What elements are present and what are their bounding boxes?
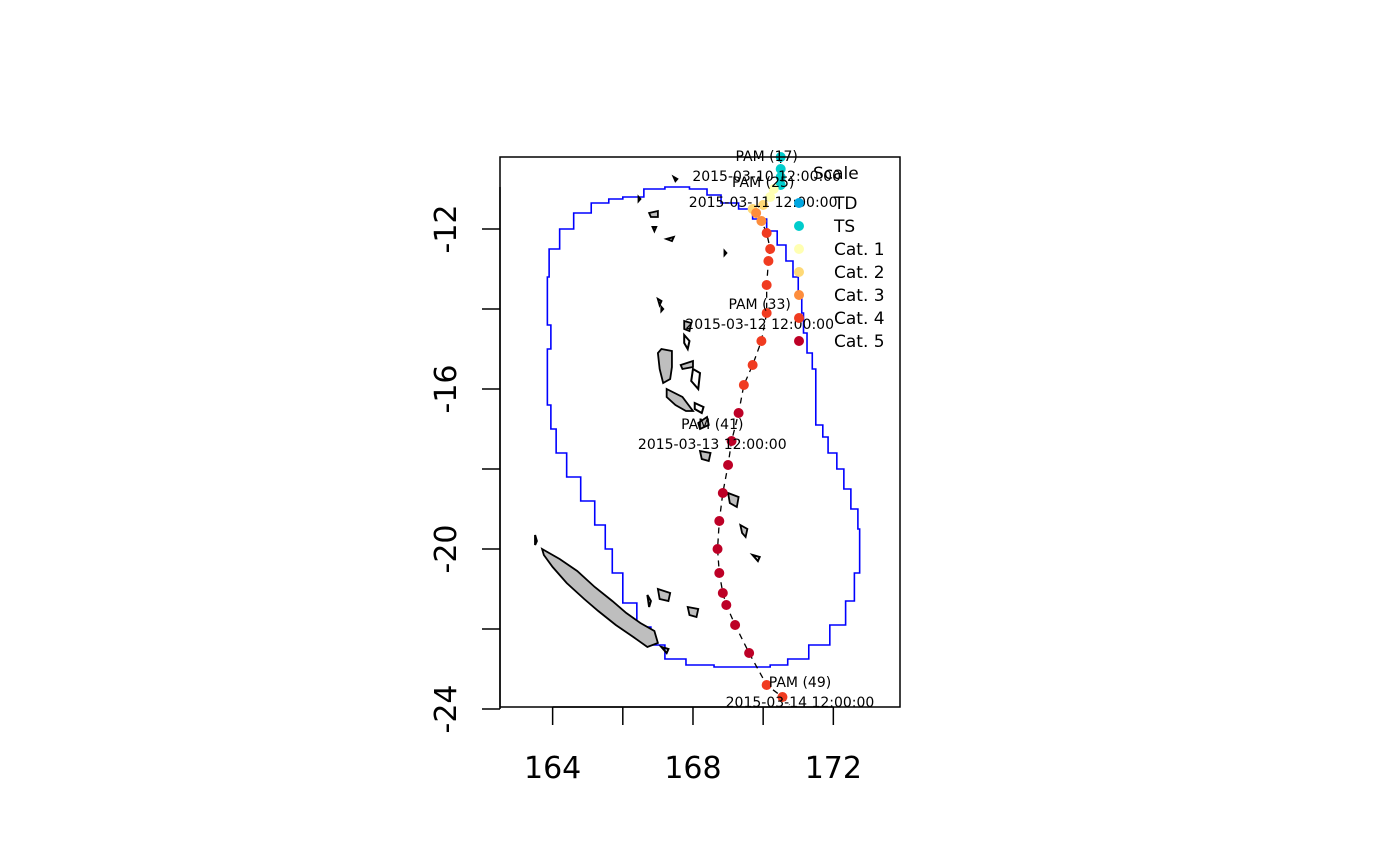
island-shape (665, 387, 695, 412)
island-shape (679, 359, 694, 371)
track-point (744, 648, 755, 658)
island-shape (693, 401, 705, 415)
island-shape (686, 605, 700, 619)
island-shape (698, 449, 712, 463)
x-tick-label: 172 (805, 751, 862, 786)
track-point (717, 488, 728, 498)
annotation-time: 2015-03-12 12:00:00 (685, 317, 834, 333)
island-shape (540, 547, 659, 649)
island-shape (749, 553, 762, 563)
island-shape (637, 194, 642, 204)
legend-title: Scale (813, 164, 859, 184)
track-point (733, 408, 744, 418)
island-shape (739, 523, 749, 539)
annotation-time: 2015-03-11 12:00:00 (689, 195, 838, 211)
track-point (761, 680, 772, 690)
track-point (726, 436, 737, 446)
y-tick-label: -24 (429, 685, 464, 734)
island-shape (656, 296, 663, 308)
track-point (777, 692, 788, 702)
track-point (738, 380, 749, 390)
island-shape (697, 415, 710, 431)
annotation-name: PAM (49) (769, 675, 831, 691)
x-axis: 164 168 172 (524, 706, 862, 786)
track-point (768, 184, 779, 194)
track-point (714, 568, 725, 578)
track-point (758, 200, 769, 210)
island-shape (658, 645, 670, 655)
island-shape (646, 594, 652, 608)
annotation-name: PAM (41) (681, 417, 743, 433)
legend-label: Cat. 1 (834, 240, 885, 260)
annotation-time: 2015-03-13 12:00:00 (638, 437, 787, 453)
annotation-name: PAM (33) (728, 297, 790, 313)
x-tick-label: 168 (664, 751, 721, 786)
legend-marker (794, 313, 804, 323)
track-point (765, 244, 776, 254)
annotation-time: 2015-03-14 12:00:00 (726, 695, 875, 711)
island-shape (683, 332, 691, 352)
legend-label: TD (833, 194, 857, 214)
track-point (714, 516, 725, 526)
legend-label: Cat. 4 (834, 309, 885, 329)
legend-marker (794, 267, 804, 277)
buffer-outline (546, 186, 861, 668)
legend-label: Cat. 5 (834, 332, 885, 352)
buffer-outline-layer (546, 186, 861, 668)
track-point (717, 588, 728, 598)
track-point (763, 256, 774, 266)
track-point (721, 600, 732, 610)
legend: Scale TD TS Cat. 1 Cat. 2 Cat. 3 Cat. 4 Cat. 5 (794, 164, 885, 352)
island-shape (656, 587, 672, 603)
track-point (761, 280, 772, 290)
x-tick-label: 164 (524, 751, 581, 786)
legend-label: TS (833, 217, 855, 237)
track-point (712, 544, 723, 554)
track-point (775, 172, 786, 182)
island-shape (651, 226, 658, 234)
track-point (747, 360, 758, 370)
y-tick-label: -12 (429, 205, 464, 254)
island-shape (660, 304, 665, 314)
legend-marker (794, 221, 804, 231)
track-point (761, 228, 772, 238)
island-shape (647, 209, 659, 218)
island-shape (534, 534, 538, 546)
track-point (723, 460, 734, 470)
track-point (756, 336, 767, 346)
island-shape (671, 174, 679, 183)
track-point (730, 620, 741, 630)
y-axis: -12 -16 -20 -24 (429, 187, 501, 734)
island-shape (683, 319, 693, 333)
island-shape (723, 248, 728, 258)
track-point (756, 216, 767, 226)
track-point (751, 208, 762, 218)
legend-marker (794, 198, 804, 208)
islands-layer (534, 174, 762, 655)
island-shape (663, 235, 676, 243)
track-point (775, 164, 786, 174)
island-shape (656, 348, 673, 385)
track-point (761, 308, 772, 318)
island-shape (726, 491, 740, 509)
legend-label: Cat. 3 (834, 286, 885, 306)
annotation-name: PAM (25) (732, 175, 794, 191)
track-point (765, 192, 776, 202)
legend-marker (794, 290, 804, 300)
y-tick-label: -16 (429, 365, 464, 414)
legend-label: Cat. 2 (834, 263, 885, 283)
legend-marker (794, 244, 804, 254)
legend-marker (794, 336, 804, 346)
island-shape (690, 367, 702, 392)
track-points-layer (712, 152, 788, 702)
annotation-time: 2015-03-10 12:00:00 (692, 169, 841, 185)
y-tick-label: -20 (429, 525, 464, 574)
